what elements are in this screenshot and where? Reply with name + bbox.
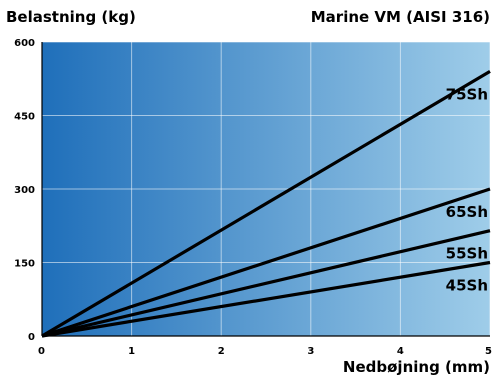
chart-title-left: Belastning (kg) (6, 8, 136, 26)
series-line-45sh (41, 260, 491, 338)
x-tick-label: 2 (218, 346, 225, 357)
series-label-55sh: 55Sh (446, 245, 488, 263)
series-label-75sh: 75Sh (446, 85, 488, 103)
series-line-65sh (41, 187, 491, 338)
y-tick-label: 150 (14, 259, 35, 270)
y-tick-label: 600 (14, 38, 35, 49)
y-tick-label: 0 (28, 332, 35, 343)
series-layer (41, 70, 491, 338)
series-label-layer: 75Sh 65Sh 55Sh 45Sh (446, 85, 488, 294)
y-tick-label: 450 (14, 112, 35, 123)
x-tick-label: 4 (397, 346, 404, 357)
x-tick-label: 5 (485, 346, 492, 357)
series-label-45sh: 45Sh (446, 277, 488, 295)
x-axis-label: Nedbøjning (mm) (343, 358, 490, 376)
x-tick-label: 3 (307, 346, 314, 357)
axis-layer (41, 42, 490, 337)
x-tick-label: 1 (128, 346, 135, 357)
series-line-55sh (41, 229, 491, 338)
series-line-75sh (41, 70, 491, 338)
y-tick-label: 300 (14, 185, 35, 196)
x-tick-label: 0 (38, 346, 45, 357)
series-label-65sh: 65Sh (446, 203, 488, 221)
chart-title-right: Marine VM (AISI 316) (311, 8, 490, 26)
